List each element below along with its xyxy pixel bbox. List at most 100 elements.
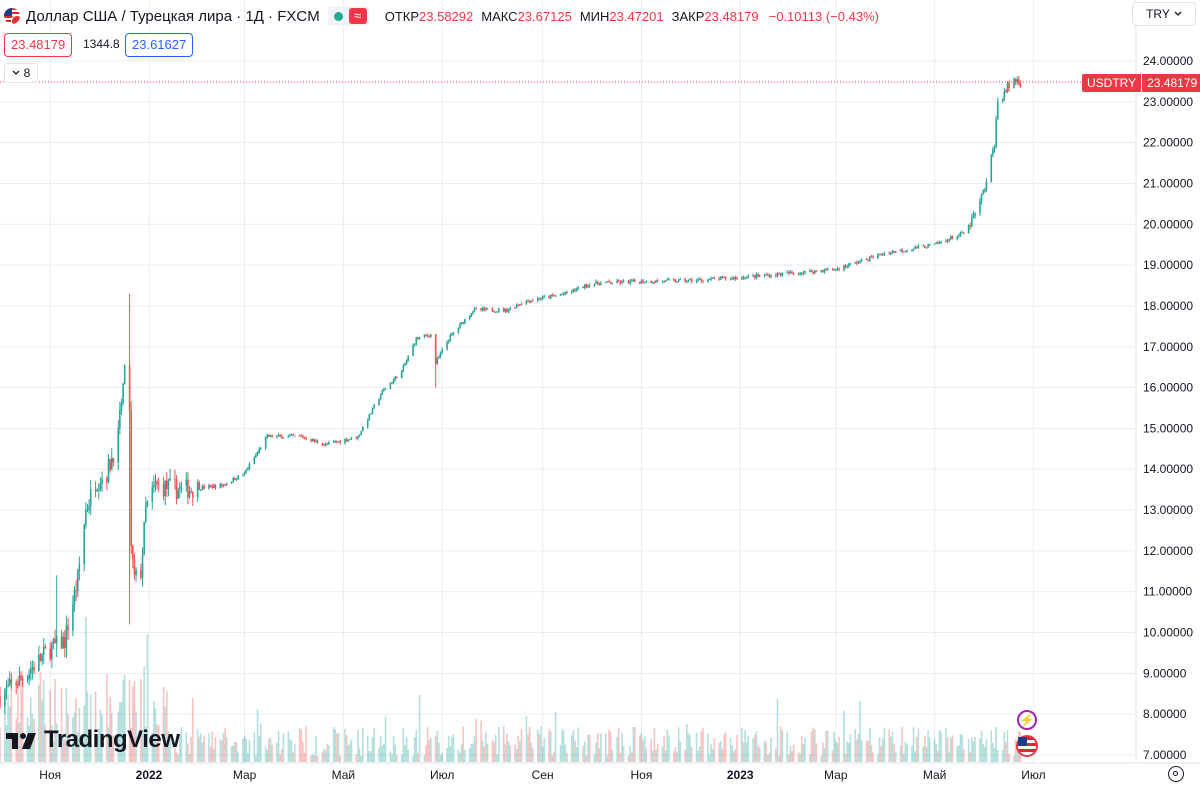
candle-body xyxy=(133,559,136,576)
candle-body xyxy=(530,300,533,303)
candle-body xyxy=(854,261,857,264)
volume-bar xyxy=(447,736,450,762)
volume-bar xyxy=(73,712,76,762)
candle-body xyxy=(971,217,973,227)
candle-body xyxy=(225,483,228,485)
candle-body xyxy=(888,253,891,255)
candle-body xyxy=(164,480,167,497)
candle-body xyxy=(595,281,597,284)
volume-bar xyxy=(962,748,965,762)
market-status[interactable]: ≈ xyxy=(327,6,369,26)
volume-bar xyxy=(809,754,811,762)
volume-bar xyxy=(324,750,327,762)
dividend-icon[interactable] xyxy=(1016,735,1038,757)
candle-body xyxy=(483,308,486,310)
candle-body xyxy=(980,194,983,202)
buy-price-button[interactable]: 23.61627 xyxy=(125,33,194,57)
volume-bar xyxy=(316,755,319,762)
volume-bar xyxy=(804,737,806,762)
volume-bar xyxy=(969,751,972,762)
candle-body xyxy=(423,334,426,338)
volume-bar xyxy=(713,738,716,762)
candle-body xyxy=(213,485,215,488)
volume-bar xyxy=(423,754,426,762)
candle-body xyxy=(778,273,780,275)
volume-bar xyxy=(303,752,306,762)
candle-body xyxy=(153,485,155,488)
candle-body xyxy=(880,254,882,256)
volume-bar xyxy=(860,740,863,762)
candle-body xyxy=(234,477,236,481)
tradingview-logo[interactable]: TradingView xyxy=(6,726,180,754)
candle-body xyxy=(0,695,1,707)
candle-body xyxy=(26,679,29,681)
candle-body xyxy=(258,448,260,453)
candle-body xyxy=(1006,83,1009,92)
candle-body xyxy=(627,280,630,284)
candle-body xyxy=(10,679,13,683)
candle-body xyxy=(31,667,34,670)
candle-body xyxy=(956,236,959,240)
candle-body xyxy=(616,280,618,284)
candle-body xyxy=(744,278,746,280)
symbol-title[interactable]: Доллар США / Турецкая лира · 1Д · FXCM xyxy=(26,7,320,25)
volume-bar xyxy=(203,735,205,762)
volume-bar xyxy=(663,736,665,762)
candle-body xyxy=(890,252,892,254)
candle-body xyxy=(381,390,384,396)
volume-bar xyxy=(948,752,950,762)
candle-body xyxy=(723,276,725,278)
candle-body xyxy=(394,376,397,380)
candle-body xyxy=(883,253,886,255)
volume-bar xyxy=(656,743,659,762)
candle-body xyxy=(166,480,168,490)
grid xyxy=(0,0,1136,763)
volume-bar xyxy=(664,750,667,762)
candle-body xyxy=(1013,79,1015,89)
candle-body xyxy=(339,441,341,443)
volume-bar xyxy=(736,734,738,762)
volume-bar xyxy=(945,727,947,762)
volume-bar xyxy=(120,702,123,762)
candle-body xyxy=(358,434,361,436)
volume-bar xyxy=(143,666,145,762)
volume-bar xyxy=(54,678,56,762)
volume-bar xyxy=(519,741,521,762)
volume-bar xyxy=(741,727,743,762)
indicators-toggle-button[interactable]: 8 xyxy=(4,63,38,83)
volume-bar xyxy=(321,752,324,762)
volume-bar xyxy=(718,742,720,762)
volume-bar xyxy=(67,714,69,762)
volume-bar xyxy=(702,728,704,762)
volume-bar xyxy=(650,739,652,762)
candle-body xyxy=(650,280,652,283)
volume-bar xyxy=(666,729,669,762)
volume-bar xyxy=(311,753,314,762)
sell-price-button[interactable]: 23.48179 xyxy=(4,33,73,57)
volume-bar xyxy=(347,744,350,762)
candle-body xyxy=(51,644,53,660)
candle-body xyxy=(969,225,972,227)
volume-bar xyxy=(906,744,908,762)
candle-body xyxy=(788,272,790,274)
candle-body xyxy=(355,436,358,439)
price-axis[interactable]: 24.00000 23.00000 22.00000 21.00000 20.00000… xyxy=(0,0,1200,764)
candle-body xyxy=(702,280,704,282)
candle-body xyxy=(945,240,947,242)
candle-body xyxy=(462,322,465,324)
volume-bar xyxy=(436,730,439,762)
volume-bar xyxy=(744,729,746,762)
volume-bar xyxy=(757,745,759,762)
time-axis[interactable]: Ноя 2022 Мар Май Июл Сен Ноя 2023 Мар Май Июл xyxy=(39,768,1045,782)
volume-bar xyxy=(627,755,630,762)
candle-body xyxy=(279,434,282,436)
candle-body xyxy=(846,266,848,268)
last-price-label: USDTRY 23.48179 xyxy=(1082,74,1200,92)
volume-bar xyxy=(917,728,920,762)
volume-bar xyxy=(551,755,554,762)
candle-body xyxy=(1008,83,1010,89)
currency-select[interactable]: TRY xyxy=(1132,2,1196,26)
lightning-icon[interactable]: ⚡ xyxy=(1017,710,1037,730)
gear-icon[interactable] xyxy=(1168,766,1184,782)
